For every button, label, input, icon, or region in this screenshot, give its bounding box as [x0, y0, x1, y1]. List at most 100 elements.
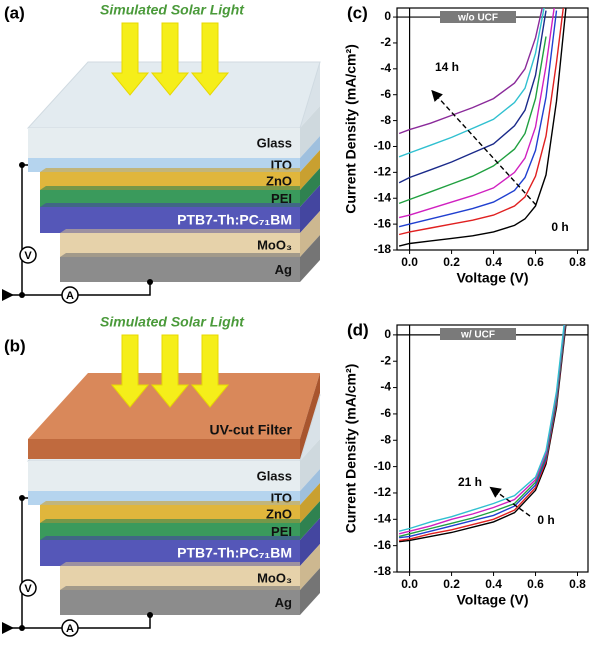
- jv-curve: [398, 8, 545, 158]
- plot-frame: [396, 7, 589, 251]
- layer: [40, 190, 300, 207]
- x-axis-title: Voltage (V): [456, 592, 528, 608]
- panel-label: (d): [347, 320, 369, 339]
- jv-curve: [399, 325, 567, 543]
- x-tick-label: 0.0: [401, 255, 418, 269]
- meter: [19, 579, 37, 597]
- y-tick-label: -12: [374, 485, 392, 499]
- jv-curve: [398, 8, 567, 247]
- glass-side-top: [300, 62, 320, 128]
- y-tick-label: 0: [384, 9, 391, 23]
- voltmeter-label: V: [24, 583, 32, 595]
- layer-top-edge: [60, 229, 300, 233]
- y-tick-label: -6: [380, 406, 391, 420]
- y-axis-title: Current Density (mA/cm²): [343, 44, 359, 214]
- jv-curve: [398, 325, 565, 532]
- annotation: 21 h: [458, 475, 482, 489]
- box-label: w/o UCF: [457, 13, 498, 24]
- meter: [61, 619, 79, 637]
- y-tick-label: -4: [380, 61, 391, 75]
- y-tick-label: -14: [374, 190, 392, 204]
- y-tick-label: -2: [380, 353, 391, 367]
- box-label-bg: [440, 328, 516, 340]
- jv-curve: [398, 36, 547, 205]
- ammeter-label: A: [66, 290, 74, 302]
- y-tick-label: -8: [380, 432, 391, 446]
- layer-label: ZnO: [266, 173, 292, 188]
- jv-curve: [398, 8, 543, 135]
- y-tick-label: 0: [384, 327, 391, 341]
- light-label: Simulated Solar Light: [100, 314, 245, 330]
- y-tick-label: -12: [374, 165, 392, 179]
- layer-side: [300, 168, 320, 207]
- layer-side: [300, 501, 320, 540]
- meter: [19, 246, 37, 264]
- jv-curve: [399, 325, 566, 539]
- wire: [21, 164, 28, 295]
- wire-node: [147, 279, 153, 285]
- voltmeter-label: V: [24, 250, 32, 262]
- filter-label: UV-cut Filter: [210, 422, 293, 438]
- y-tick-label: -10: [374, 139, 392, 153]
- x-tick-label: 0.8: [569, 255, 586, 269]
- y-tick-label: -2: [380, 35, 391, 49]
- y-tick-label: -10: [374, 459, 392, 473]
- jv-curve: [398, 10, 558, 228]
- layer-side: [300, 211, 320, 257]
- annotation: 14 h: [435, 60, 459, 74]
- layer-side: [300, 439, 320, 491]
- layer-side: [300, 518, 320, 566]
- layer: [40, 540, 300, 566]
- layer: [40, 207, 300, 233]
- layer: [40, 523, 300, 540]
- y-tick-label: -16: [374, 216, 392, 230]
- layer-side: [300, 483, 320, 523]
- y-tick-label: -16: [374, 538, 392, 552]
- layer-label: MoO₃: [257, 237, 292, 252]
- meter: [61, 286, 79, 304]
- layer-side: [300, 544, 320, 590]
- annotation: 0 h: [537, 513, 554, 527]
- layer-side: [300, 185, 320, 233]
- jv-curve: [398, 8, 564, 236]
- layer: [40, 505, 300, 523]
- x-tick-label: 0.6: [527, 255, 544, 269]
- y-tick-label: -8: [380, 113, 391, 127]
- layer-label: MoO₃: [257, 570, 292, 585]
- panel-label: (a): [4, 3, 25, 22]
- x-axis-title: Voltage (V): [456, 270, 528, 286]
- layer-top-edge: [60, 586, 300, 590]
- y-tick-label: -18: [374, 564, 392, 578]
- filter-top: [28, 373, 320, 439]
- wire-node: [147, 612, 153, 618]
- box-label-bg: [440, 11, 516, 23]
- x-tick-label: 0.0: [401, 577, 418, 591]
- layer-side: [300, 235, 320, 282]
- layer-top-edge: [60, 562, 300, 566]
- glass-side-top: [300, 395, 320, 461]
- x-tick-label: 0.6: [527, 577, 544, 591]
- light-label: Simulated Solar Light: [100, 2, 245, 18]
- layer-side: [300, 568, 320, 615]
- layer-top-edge: [40, 186, 300, 190]
- wire-node: [19, 292, 25, 298]
- layer-label: PEI: [271, 524, 292, 539]
- x-tick-label: 0.4: [485, 577, 502, 591]
- wire-node: [19, 162, 25, 168]
- layer-label: PEI: [271, 191, 292, 206]
- layer-top-edge: [40, 519, 300, 523]
- layer-label: Ag: [275, 262, 292, 277]
- layer-top-edge: [40, 536, 300, 540]
- layer-label: Glass: [257, 135, 292, 150]
- y-tick-label: -14: [374, 511, 392, 525]
- x-tick-label: 0.2: [443, 577, 460, 591]
- plot-frame: [396, 324, 589, 573]
- wire: [2, 615, 151, 634]
- jv-curve: [399, 325, 567, 542]
- trend-arrow: [431, 89, 537, 206]
- light-arrow: [150, 334, 190, 408]
- layer-top-edge: [60, 253, 300, 257]
- filter-front: [28, 439, 300, 459]
- layer: [28, 128, 300, 158]
- layer-label: Ag: [275, 595, 292, 610]
